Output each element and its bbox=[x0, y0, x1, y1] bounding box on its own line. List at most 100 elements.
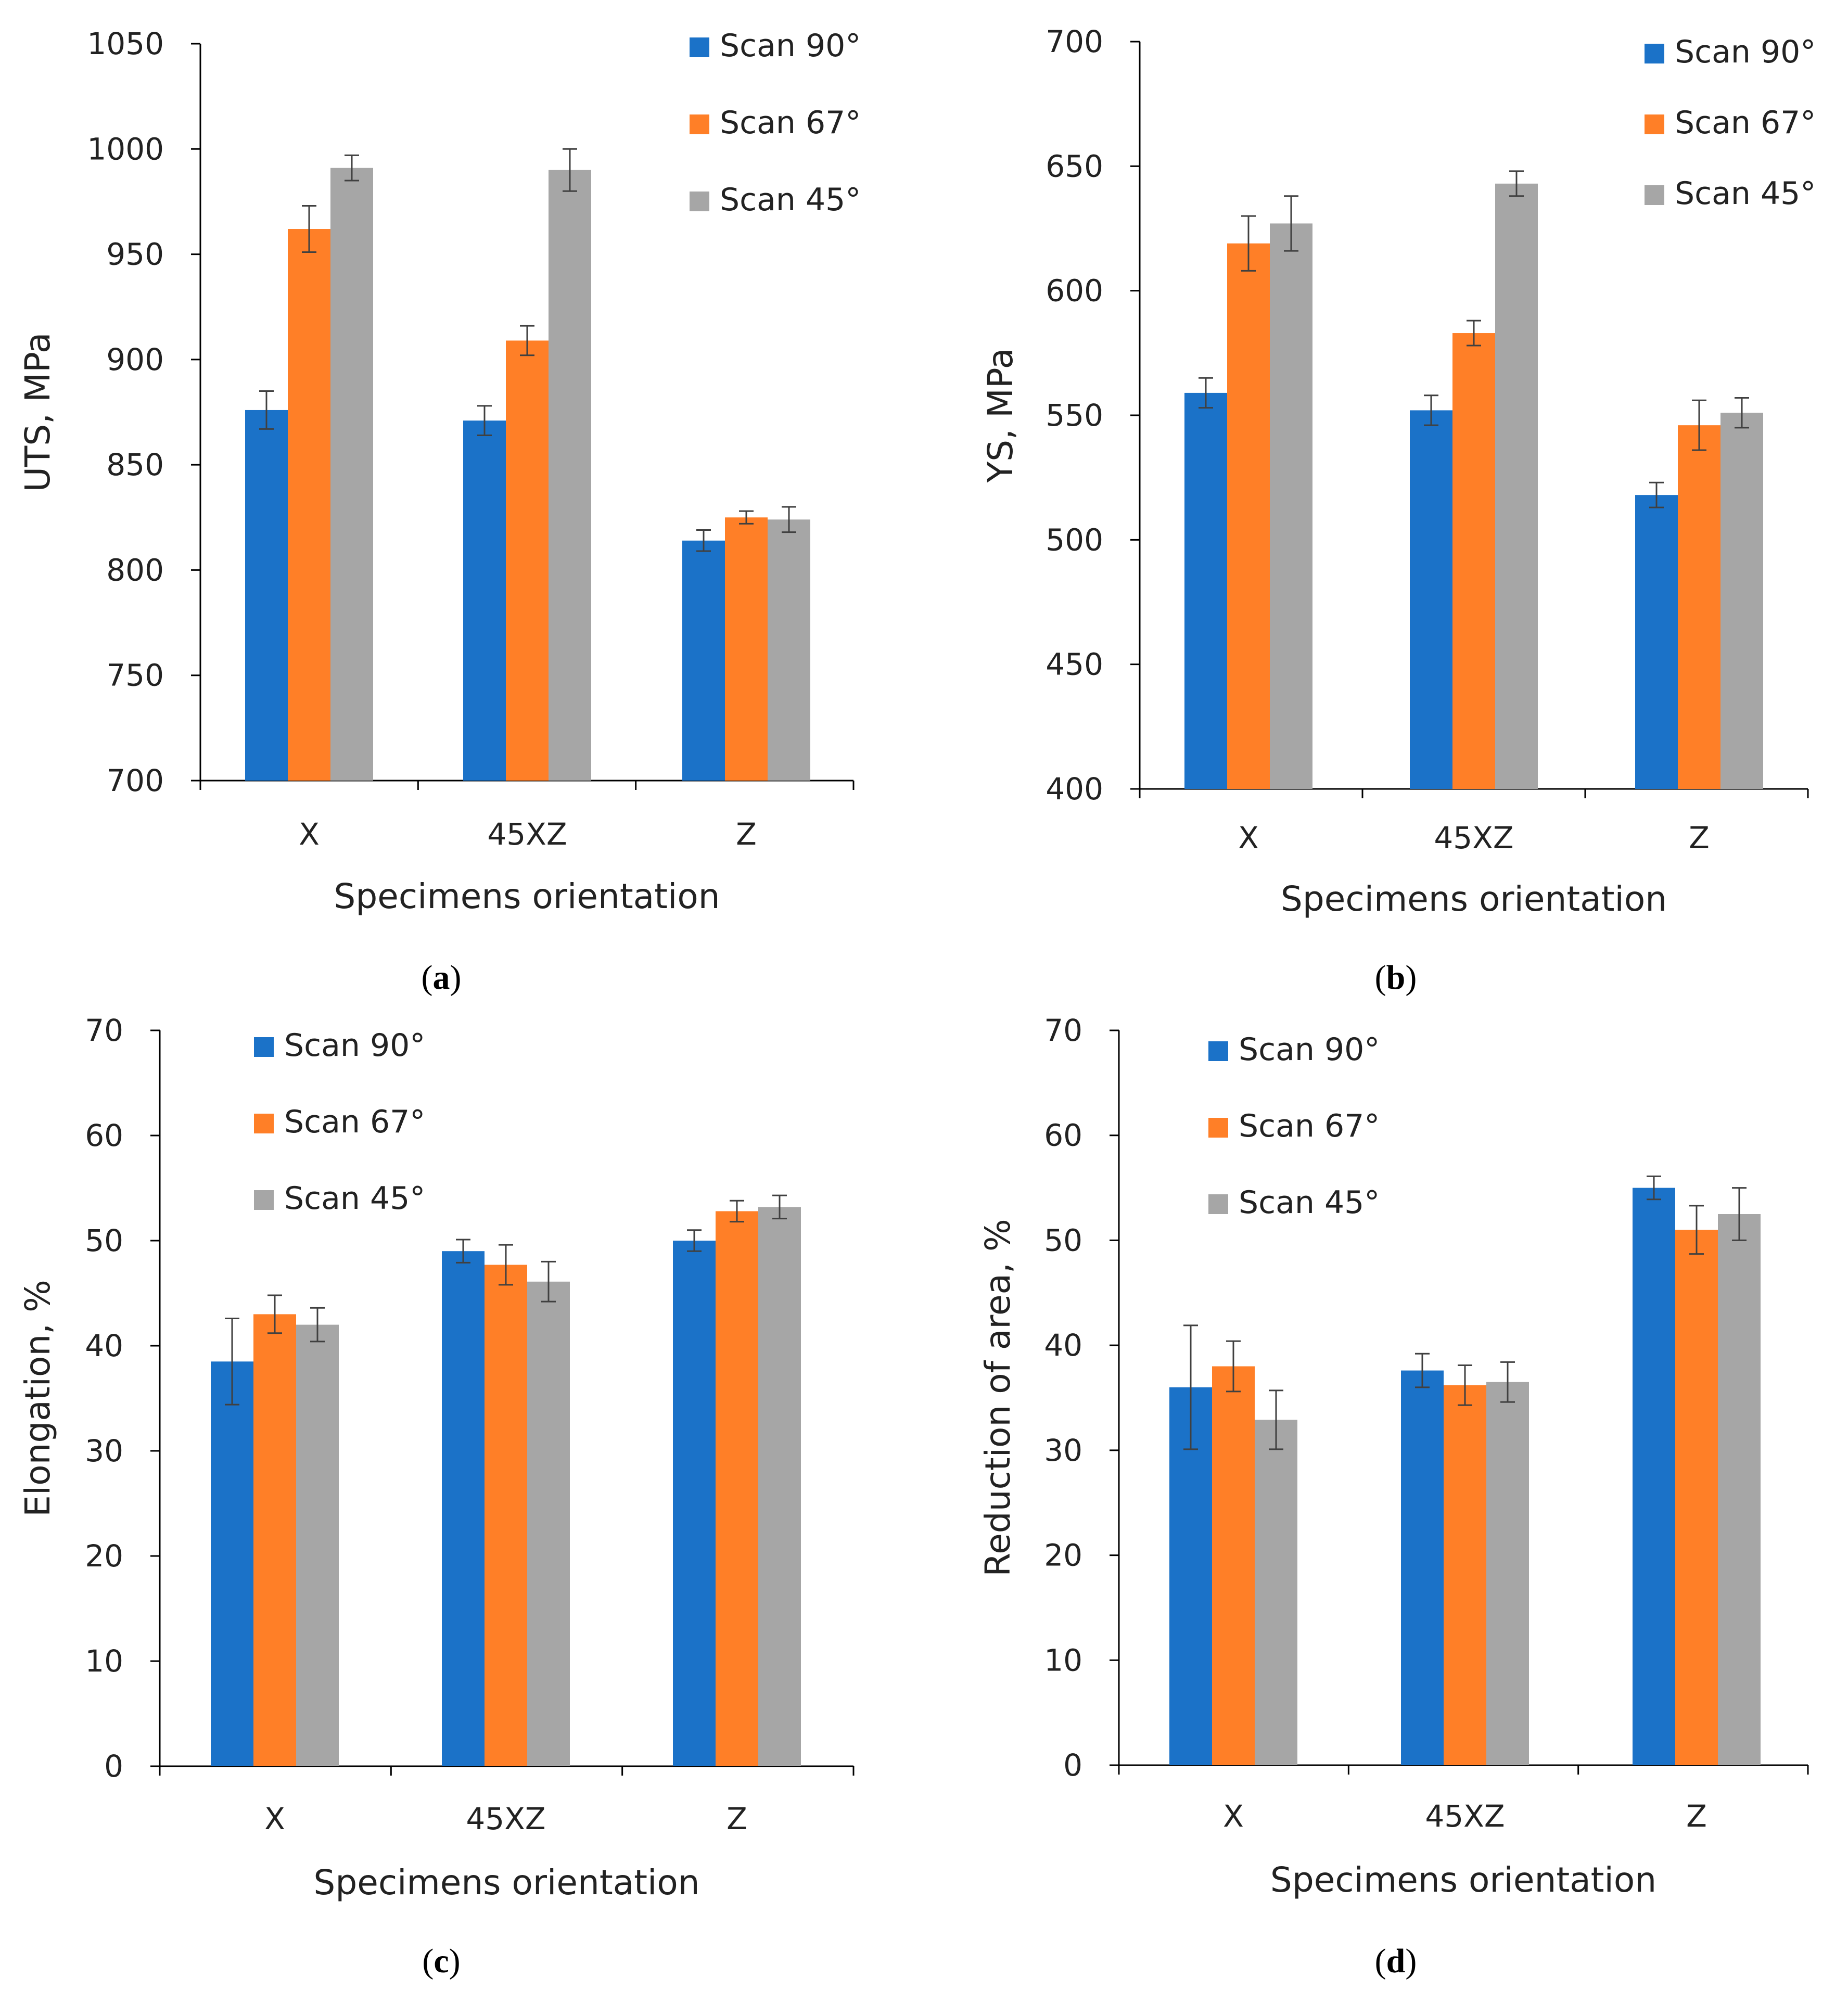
x-tick-label: Z bbox=[1686, 1798, 1707, 1834]
bar bbox=[1452, 333, 1495, 789]
bar bbox=[485, 1265, 527, 1766]
bar bbox=[1227, 243, 1270, 789]
bar bbox=[725, 517, 768, 781]
y-tick-label: 900 bbox=[106, 342, 164, 377]
bar bbox=[682, 540, 725, 781]
legend-label: Scan 45° bbox=[284, 1180, 425, 1217]
bar bbox=[1212, 1366, 1255, 1765]
y-tick-label: 70 bbox=[85, 1013, 123, 1048]
bar bbox=[1169, 1387, 1212, 1765]
x-tick-label: X bbox=[264, 1801, 285, 1836]
bar bbox=[673, 1241, 716, 1766]
legend-label: Scan 90° bbox=[1239, 1031, 1380, 1068]
bar bbox=[1718, 1214, 1761, 1765]
bar bbox=[768, 519, 810, 781]
x-tick-label: 45XZ bbox=[1425, 1798, 1505, 1834]
y-tick-label: 1050 bbox=[87, 26, 164, 61]
y-tick-label: 650 bbox=[1046, 148, 1103, 184]
legend-label: Scan 45° bbox=[1675, 175, 1816, 212]
legend-swatch bbox=[1208, 1194, 1228, 1214]
x-axis-title: Specimens orientation bbox=[1270, 1860, 1656, 1900]
legend: Scan 90° Scan 67° Scan 45° bbox=[1208, 1031, 1380, 1221]
bar bbox=[506, 340, 549, 781]
bar bbox=[1720, 413, 1763, 789]
legend-label: Scan 45° bbox=[720, 182, 861, 218]
y-axis-title: UTS, MPa bbox=[18, 333, 58, 492]
x-axis-title: Specimens orientation bbox=[313, 1863, 699, 1903]
y-tick-label: 20 bbox=[85, 1538, 123, 1574]
legend-label: Scan 67° bbox=[284, 1104, 425, 1140]
legend-swatch bbox=[1208, 1118, 1228, 1138]
y-tick-label: 40 bbox=[85, 1328, 123, 1363]
panel-caption: (a) bbox=[422, 959, 462, 997]
legend-swatch bbox=[1208, 1041, 1228, 1061]
bar bbox=[716, 1211, 758, 1766]
x-tick-label: X bbox=[1238, 820, 1259, 856]
y-tick-label: 700 bbox=[106, 763, 164, 798]
bar bbox=[1270, 223, 1312, 789]
y-tick-label: 60 bbox=[85, 1118, 123, 1153]
legend-label: Scan 90° bbox=[720, 28, 861, 64]
y-tick-label: 50 bbox=[85, 1223, 123, 1258]
y-tick-label: 60 bbox=[1044, 1118, 1082, 1153]
x-tick-label: 45XZ bbox=[1434, 820, 1513, 856]
y-tick-label: 550 bbox=[1046, 398, 1103, 433]
y-tick-label: 50 bbox=[1044, 1222, 1082, 1258]
legend-swatch bbox=[1645, 114, 1664, 134]
y-tick-label: 500 bbox=[1046, 522, 1103, 557]
bar bbox=[1675, 1230, 1718, 1765]
bar bbox=[1635, 495, 1678, 789]
x-tick-label: X bbox=[1223, 1798, 1244, 1834]
bar bbox=[253, 1314, 296, 1766]
bar bbox=[1444, 1385, 1486, 1765]
y-tick-label: 30 bbox=[85, 1433, 123, 1469]
y-tick-label: 950 bbox=[106, 237, 164, 272]
legend-label: Scan 67° bbox=[1239, 1108, 1380, 1144]
x-tick-label: Z bbox=[736, 817, 757, 852]
legend-swatch bbox=[690, 114, 709, 134]
legend-label: Scan 67° bbox=[1675, 105, 1816, 141]
y-tick-label: 800 bbox=[106, 552, 164, 588]
bar bbox=[296, 1324, 339, 1766]
x-tick-label: Z bbox=[1689, 820, 1710, 856]
legend-swatch bbox=[1645, 185, 1664, 205]
y-tick-label: 450 bbox=[1046, 647, 1103, 682]
y-tick-label: 10 bbox=[85, 1643, 123, 1679]
legend: Scan 90° Scan 67° Scan 45° bbox=[254, 1027, 425, 1217]
bar bbox=[1486, 1382, 1529, 1765]
bar bbox=[758, 1207, 801, 1766]
y-tick-label: 850 bbox=[106, 447, 164, 482]
legend: Scan 90° Scan 67° Scan 45° bbox=[1645, 34, 1816, 212]
bar bbox=[245, 410, 288, 781]
y-tick-label: 20 bbox=[1044, 1538, 1082, 1573]
legend: Scan 90° Scan 67° Scan 45° bbox=[690, 28, 861, 218]
legend-label: Scan 90° bbox=[1675, 34, 1816, 70]
y-tick-label: 40 bbox=[1044, 1328, 1082, 1363]
x-tick-label: X bbox=[299, 817, 320, 852]
y-axis-title: YS, MPa bbox=[980, 348, 1021, 483]
legend-label: Scan 67° bbox=[720, 105, 861, 141]
x-axis-title: Specimens orientation bbox=[1281, 879, 1667, 919]
x-tick-label: Z bbox=[727, 1801, 747, 1836]
chart-panel-a: 700 750 800 850 900 950 1000 1050 X 45XZ Z Scan 90°… bbox=[18, 26, 861, 997]
y-tick-label: 600 bbox=[1046, 273, 1103, 309]
bar bbox=[1401, 1370, 1444, 1765]
y-tick-label: 30 bbox=[1044, 1433, 1082, 1468]
y-tick-label: 750 bbox=[106, 658, 164, 693]
y-tick-label: 1000 bbox=[87, 131, 164, 167]
y-axis-title: Reduction of area, % bbox=[978, 1219, 1018, 1576]
bar bbox=[1255, 1420, 1297, 1765]
legend-swatch bbox=[690, 37, 709, 57]
bar bbox=[442, 1251, 485, 1766]
legend-label: Scan 90° bbox=[284, 1027, 425, 1064]
x-tick-label: 45XZ bbox=[466, 1801, 545, 1836]
y-tick-label: 10 bbox=[1044, 1642, 1082, 1678]
y-tick-label: 0 bbox=[104, 1749, 123, 1784]
bar bbox=[1184, 392, 1227, 789]
legend-swatch bbox=[690, 192, 709, 211]
bar bbox=[527, 1281, 570, 1766]
y-tick-label: 400 bbox=[1046, 771, 1103, 807]
